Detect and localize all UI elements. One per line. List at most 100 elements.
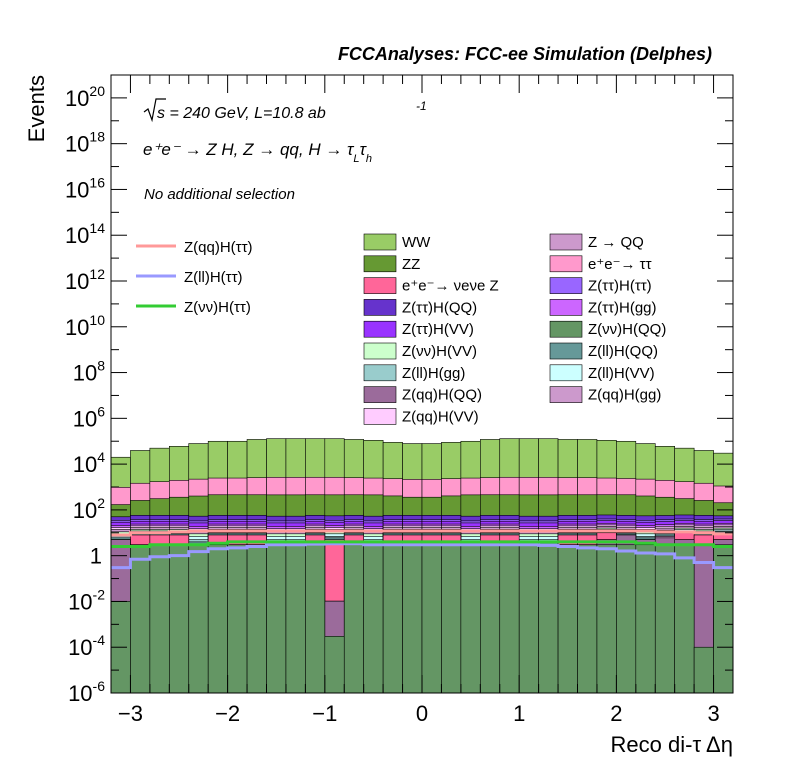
legend-label: Z(qq)H(ττ) (184, 239, 253, 256)
bar (130, 544, 151, 694)
bar (188, 544, 209, 694)
y-tick-base: 10 (65, 86, 89, 111)
legend-swatch (363, 233, 397, 251)
y-tick-base: 10 (65, 269, 89, 294)
legend-label: Z(ττ)H(ττ) (588, 278, 652, 295)
legend-label: Z(ττ)H(QQ) (402, 299, 477, 316)
legend-swatch (549, 299, 583, 316)
y-tick-label: 108 (73, 358, 105, 386)
legend-label: Z(ττ)H(VV) (402, 321, 474, 338)
bar (421, 544, 442, 694)
svg-text:e⁺e⁻ → Z H, Z → qq, H → τLτh: e⁺e⁻ → Z H, Z → qq, H → τLτh (143, 140, 372, 165)
y-tick-label: 106 (73, 403, 105, 431)
bar (480, 544, 501, 694)
process-tau: τ (360, 140, 368, 159)
y-tick-base: 10 (65, 223, 89, 248)
energy-sqrt-label: s (157, 105, 165, 122)
y-tick-base: 10 (65, 315, 89, 340)
legend-label: Z → QQ (588, 234, 644, 251)
y-tick-exp: -6 (93, 678, 106, 694)
bar (266, 544, 287, 694)
y-tick-label: 10-4 (68, 632, 105, 660)
legend-swatch (549, 386, 583, 403)
axis-ticks (110, 74, 734, 694)
y-tick-exp: 10 (89, 312, 105, 328)
bar (596, 544, 617, 694)
x-tick-label: 2 (610, 701, 622, 726)
legend-label: Z(νν)H(QQ) (588, 321, 666, 338)
y-axis-label: Events (24, 75, 49, 142)
y-tick-exp: 6 (97, 403, 105, 419)
y-tick-exp: 2 (97, 495, 105, 511)
annotation-process: e⁺e⁻ → Z H, Z → qq, H → τLτh (143, 140, 372, 165)
bar (577, 544, 598, 694)
x-tick-labels: −3 −2 −1 0 1 2 3 (118, 701, 720, 726)
y-tick-base: 10 (68, 681, 92, 706)
legend-swatch (549, 233, 583, 251)
y-tick-exp: 18 (89, 129, 105, 145)
x-tick-label: 1 (513, 701, 525, 726)
legend-swatch (363, 299, 397, 316)
y-tick-label: 10-2 (68, 586, 105, 614)
bar (518, 544, 539, 694)
y-tick-exp: -4 (93, 632, 106, 648)
legend: Z(qq)H(ττ) Z(ll)H(ττ) Z(νν)H(ττ) WW ZZ e⁺e⁻→ … (136, 233, 666, 425)
legend-label: Z(qq)H(VV) (402, 408, 479, 425)
y-tick-exp: 12 (89, 266, 105, 282)
y-tick-base: 10 (73, 452, 97, 477)
legend-swatch (549, 255, 583, 273)
bar (460, 544, 481, 694)
bar (207, 544, 228, 694)
y-tick-label: 104 (73, 449, 105, 477)
bar (227, 544, 248, 694)
chart-title: FCCAnalyses: FCC-ee Simulation (Delphes) (338, 44, 712, 64)
bar (693, 646, 714, 694)
legend-label: Z(ll)H(VV) (588, 365, 655, 382)
legend-label: e⁺e⁻→ ττ (588, 256, 652, 273)
legend-swatch (363, 364, 397, 382)
y-tick-base: 10 (65, 132, 89, 157)
bar (635, 544, 656, 694)
bar (149, 544, 170, 694)
x-axis-label: Reco di-τ Δη (611, 732, 733, 757)
svg-text:s = 240 GeV, L=10.8 ab: s = 240 GeV, L=10.8 ab (157, 105, 326, 122)
x-tick-label: −3 (118, 701, 143, 726)
legend-label: Z(νν)H(VV) (402, 343, 477, 360)
legend-label: Z(ττ)H(gg) (588, 299, 657, 316)
legend-label: e⁺e⁻→ νeνe Z (402, 278, 499, 295)
y-tick-base: 10 (73, 406, 97, 431)
y-tick-base: 10 (68, 589, 92, 614)
process-label: e⁺e⁻ → Z H, Z → qq, H → τ (143, 140, 355, 159)
y-tick-exp: 20 (89, 83, 105, 99)
y-tick-label: 1020 (65, 83, 105, 111)
annotation-energy: s = 240 GeV, L=10.8 ab -1 (143, 98, 427, 123)
bar (499, 544, 520, 694)
bar (674, 544, 695, 694)
bar (402, 544, 423, 694)
legend-label: Z(ll)H(gg) (402, 365, 465, 382)
x-tick-label: −2 (215, 701, 240, 726)
legend-swatch (363, 408, 397, 425)
energy-label: = 240 GeV, L=10.8 ab (165, 105, 326, 122)
y-tick-base: 10 (73, 498, 97, 523)
stacked-bars (110, 438, 734, 694)
legend-swatch (363, 342, 397, 360)
legend-swatch (363, 255, 397, 273)
process-subscript-l: L (353, 153, 359, 165)
bar (441, 544, 462, 694)
y-tick-label: 1012 (65, 266, 105, 294)
legend-swatch (549, 320, 583, 338)
bar (654, 544, 675, 694)
stack-Z(νν)H(QQ) (110, 544, 734, 694)
bar (324, 636, 345, 694)
energy-exponent: -1 (416, 99, 427, 113)
bar (169, 544, 190, 694)
y-tick-label: 102 (73, 495, 105, 523)
y-tick-label: 1010 (65, 312, 105, 340)
x-tick-label: 3 (707, 701, 719, 726)
legend-swatch (363, 386, 397, 403)
y-tick-base: 10 (65, 177, 89, 202)
y-tick-exp: 14 (89, 220, 105, 236)
bar (363, 544, 384, 694)
